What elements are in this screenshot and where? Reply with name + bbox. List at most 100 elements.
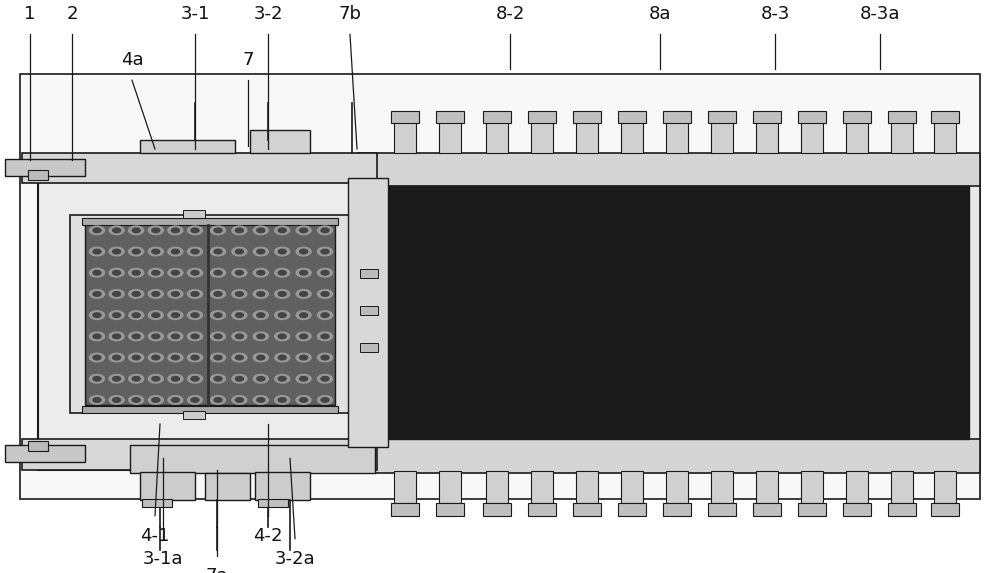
Circle shape	[253, 332, 268, 340]
Circle shape	[129, 395, 144, 405]
Bar	[663, 111, 691, 123]
Bar	[358, 153, 980, 186]
Circle shape	[257, 228, 265, 233]
Circle shape	[278, 228, 286, 233]
Circle shape	[188, 332, 202, 340]
Circle shape	[113, 334, 121, 339]
Bar	[183, 210, 205, 218]
Bar	[573, 111, 601, 123]
Circle shape	[93, 355, 101, 360]
Bar	[22, 439, 377, 470]
Circle shape	[275, 375, 290, 383]
Circle shape	[300, 313, 308, 317]
Text: 7: 7	[242, 51, 254, 69]
Circle shape	[275, 332, 290, 340]
Circle shape	[129, 268, 144, 277]
Bar	[666, 121, 688, 153]
Circle shape	[214, 249, 222, 254]
Bar	[436, 503, 464, 516]
Bar	[439, 121, 461, 153]
Bar	[358, 439, 980, 473]
Circle shape	[257, 292, 265, 296]
Circle shape	[152, 313, 160, 317]
Text: 4-1: 4-1	[140, 527, 170, 545]
Bar	[38, 158, 373, 470]
Circle shape	[93, 292, 101, 296]
Bar	[82, 406, 338, 413]
Bar	[621, 471, 643, 503]
Circle shape	[132, 270, 140, 275]
Bar	[5, 159, 85, 176]
Circle shape	[93, 376, 101, 381]
Circle shape	[278, 334, 286, 339]
Circle shape	[278, 355, 286, 360]
Circle shape	[214, 376, 222, 381]
Bar	[486, 121, 508, 153]
Circle shape	[275, 226, 290, 235]
Circle shape	[148, 289, 163, 298]
Bar	[891, 121, 913, 153]
Circle shape	[93, 334, 101, 339]
Circle shape	[188, 311, 202, 320]
Circle shape	[90, 332, 104, 340]
Bar	[934, 121, 956, 153]
Circle shape	[232, 332, 247, 340]
Circle shape	[90, 375, 104, 383]
Circle shape	[129, 375, 144, 383]
Circle shape	[191, 228, 199, 233]
Circle shape	[253, 395, 268, 405]
Circle shape	[318, 248, 332, 256]
Circle shape	[210, 311, 226, 320]
Circle shape	[171, 270, 179, 275]
Circle shape	[129, 353, 144, 362]
Circle shape	[113, 292, 121, 296]
Bar	[798, 111, 826, 123]
Text: 8-3: 8-3	[760, 5, 790, 23]
Circle shape	[168, 226, 183, 235]
Bar	[528, 503, 556, 516]
Circle shape	[129, 332, 144, 340]
Bar	[531, 121, 553, 153]
Bar	[618, 503, 646, 516]
Circle shape	[257, 398, 265, 402]
Bar	[931, 503, 959, 516]
Bar	[391, 111, 419, 123]
Circle shape	[321, 376, 329, 381]
Bar	[711, 121, 733, 153]
Circle shape	[109, 332, 124, 340]
Bar	[843, 503, 871, 516]
Text: 7a: 7a	[206, 567, 228, 573]
Circle shape	[235, 334, 243, 339]
Circle shape	[318, 268, 332, 277]
Circle shape	[191, 270, 199, 275]
Circle shape	[191, 398, 199, 402]
Text: 8-3a: 8-3a	[860, 5, 900, 23]
Circle shape	[152, 355, 160, 360]
Circle shape	[148, 375, 163, 383]
Bar	[258, 499, 288, 507]
Bar	[708, 503, 736, 516]
Bar	[373, 186, 969, 439]
Circle shape	[275, 248, 290, 256]
Circle shape	[232, 375, 247, 383]
Circle shape	[300, 270, 308, 275]
Circle shape	[113, 270, 121, 275]
Circle shape	[129, 311, 144, 320]
Bar	[666, 471, 688, 503]
Circle shape	[210, 332, 226, 340]
Circle shape	[113, 249, 121, 254]
Circle shape	[152, 398, 160, 402]
Circle shape	[129, 289, 144, 298]
Text: 3-2: 3-2	[253, 5, 283, 23]
Bar	[250, 130, 310, 153]
Bar	[394, 121, 416, 153]
Bar	[531, 471, 553, 503]
Circle shape	[300, 334, 308, 339]
Circle shape	[168, 332, 183, 340]
Circle shape	[257, 270, 265, 275]
Circle shape	[90, 311, 104, 320]
Circle shape	[109, 375, 124, 383]
Bar	[255, 472, 310, 500]
Circle shape	[171, 249, 179, 254]
Bar	[486, 471, 508, 503]
